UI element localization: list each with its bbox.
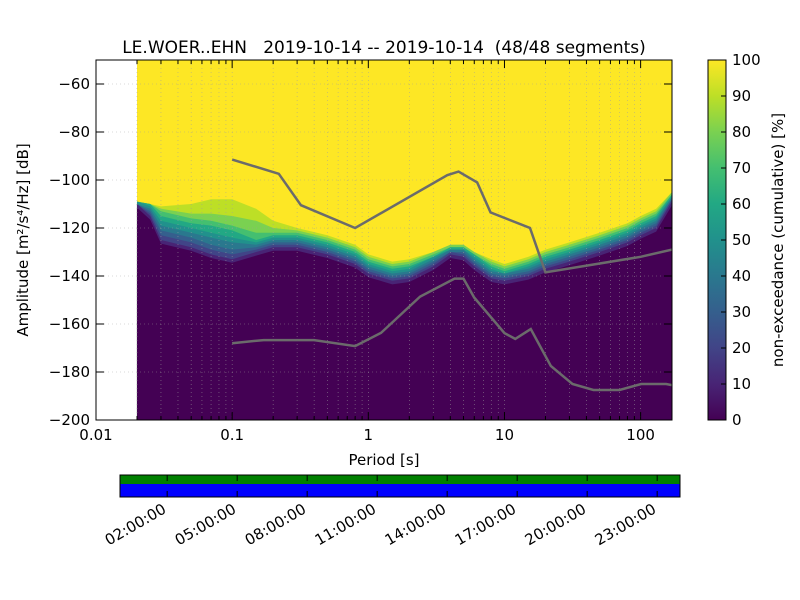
colorbar-tick-label: 100 (732, 51, 761, 69)
x-tick-label: 1 (364, 426, 374, 444)
time-tick-label: 23:00:00 (592, 500, 659, 549)
ppsd-heatmap (136, 60, 672, 420)
high-noise-model-line (231, 158, 672, 274)
y-tick-label: −60 (58, 75, 90, 93)
colorbar-tick-label: 30 (732, 303, 751, 321)
plot-frame (95, 59, 673, 421)
plot-grid (96, 60, 672, 421)
time-tick-label: 08:00:00 (242, 500, 309, 549)
y-tick-label: −140 (49, 267, 90, 285)
y-tick-label: −200 (49, 411, 90, 429)
x-tick-label: 0.1 (220, 426, 244, 444)
y-tick-label: −120 (49, 219, 90, 237)
time-tick-label: 17:00:00 (452, 500, 519, 549)
colorbar-tick-label: 80 (732, 123, 751, 141)
y-tick-label: −100 (49, 171, 90, 189)
coverage-data-band (120, 475, 680, 484)
x-axis-ticks: 0.01 0.1 1 10 100 (79, 60, 655, 444)
time-tick-label: 14:00:00 (382, 500, 449, 549)
y-axis-ticks: −60 −80 −100 −120 −140 −160 −180 −200 (49, 75, 672, 429)
colorbar-tick-label: 20 (732, 339, 751, 357)
colorbar-tick-label: 50 (732, 231, 751, 249)
y-tick-label: −80 (58, 123, 90, 141)
time-tick-label: 11:00:00 (312, 500, 379, 549)
time-tick-label: 20:00:00 (522, 500, 589, 549)
low-noise-model-line (232, 277, 672, 392)
y-axis-label: Amplitude [m²/s⁴/Hz] [dB] (14, 143, 32, 336)
noise-model-lines (231, 158, 672, 392)
y-tick-label: −180 (49, 363, 90, 381)
chart-title: LE.WOER..EHN 2019-10-14 -- 2019-10-14 (4… (122, 38, 646, 58)
colorbar-tick-label: 70 (732, 159, 751, 177)
colorbar-tick-label: 0 (732, 411, 742, 429)
x-tick-label: 10 (495, 426, 514, 444)
time-tick-label: 02:00:00 (102, 500, 169, 549)
colorbar-ticks: 0 10 20 30 40 50 60 70 80 90 100 (721, 51, 761, 429)
coverage-frame (119, 474, 681, 498)
coverage-gap-band (120, 484, 680, 497)
colorbar-tick-label: 90 (732, 87, 751, 105)
coverage-bar (119, 474, 681, 498)
x-axis-label: Period [s] (348, 451, 419, 469)
colorbar-tick-label: 10 (732, 375, 751, 393)
x-tick-label: 0.01 (79, 426, 112, 444)
time-tick-label: 05:00:00 (172, 500, 239, 549)
colorbar-tick-label: 40 (732, 267, 751, 285)
y-tick-label: −160 (49, 315, 90, 333)
colorbar-label: non-exceedance (cumulative) [%] (769, 113, 787, 367)
x-tick-label: 100 (626, 426, 655, 444)
colorbar-tick-label: 60 (732, 195, 751, 213)
